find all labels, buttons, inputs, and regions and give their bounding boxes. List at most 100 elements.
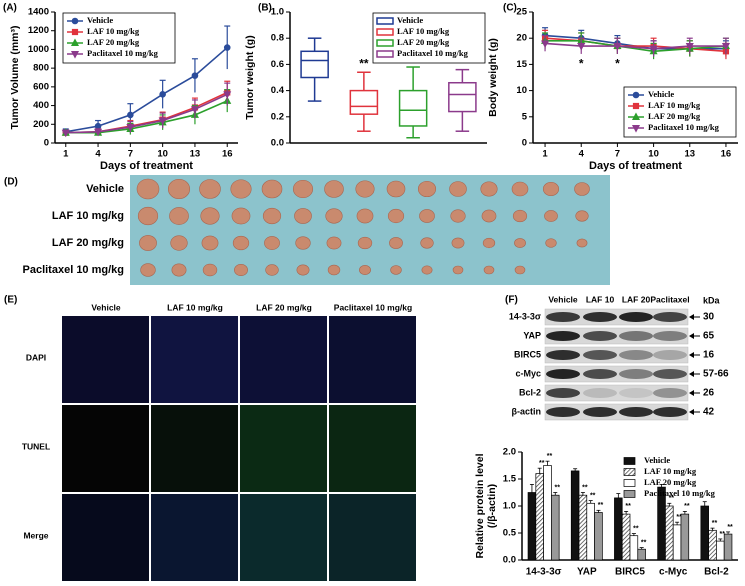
micrograph	[62, 316, 149, 403]
protein-label: β-actin	[512, 406, 542, 416]
legend-label: Vehicle	[397, 15, 423, 25]
tumor-image	[421, 265, 433, 275]
kda-label: 30	[703, 312, 715, 323]
bar	[629, 535, 639, 561]
arrow-head	[689, 390, 694, 396]
legend-swatch	[631, 125, 641, 133]
bar	[723, 533, 733, 561]
bar	[716, 540, 725, 561]
bar	[614, 497, 623, 561]
tumor-image	[514, 265, 526, 275]
y-tick-label: 1400	[28, 7, 49, 18]
kda-label: 26	[703, 388, 715, 399]
annotation: *	[615, 57, 620, 71]
legend-swatch	[631, 112, 641, 120]
tumor-image	[170, 235, 188, 251]
legend-swatch	[623, 479, 636, 487]
protein-label: c-Myc	[515, 368, 541, 378]
tumor-image	[357, 236, 373, 250]
tumor-image	[295, 236, 311, 250]
tumor-image	[234, 264, 248, 276]
legend-swatch	[71, 17, 79, 25]
micrograph	[329, 405, 416, 492]
legend-label: Paclitaxel 10 mg/kg	[87, 48, 159, 58]
blot-band	[653, 407, 687, 417]
legend-swatch	[623, 490, 636, 498]
marker	[94, 128, 103, 137]
y-tick-label: 0.2	[271, 111, 284, 122]
x-tick-label: 10	[157, 149, 168, 160]
bar	[708, 529, 717, 561]
marker	[190, 106, 199, 114]
kda-label: 65	[703, 331, 715, 342]
marker	[158, 117, 167, 126]
panel-label: (B)	[258, 3, 272, 14]
tumor-image	[355, 180, 375, 198]
y-tick-label: 0.8	[271, 33, 284, 44]
marker	[94, 122, 102, 130]
x-tick-label: 4	[579, 149, 585, 160]
marker	[541, 40, 550, 49]
legend-label: Vehicle	[644, 455, 670, 465]
annotation: **	[633, 525, 639, 532]
row-label: LAF 10 mg/kg	[52, 210, 124, 222]
tumor-image	[292, 179, 314, 199]
legend-swatch	[376, 39, 394, 47]
annotation: **	[641, 539, 647, 546]
tumor-image	[417, 180, 437, 198]
blot-band	[546, 331, 580, 341]
x-axis-label: Days of treatment	[589, 160, 682, 172]
legend-swatch	[623, 457, 636, 465]
bar	[657, 486, 666, 561]
micrograph	[151, 405, 238, 492]
row-label: Vehicle	[86, 183, 124, 195]
y-tick-label: 0	[44, 138, 49, 149]
annotation: **	[669, 495, 675, 502]
x-tick-label: 1	[542, 149, 548, 160]
unit-label: kDa	[703, 295, 721, 305]
marker	[126, 124, 135, 132]
tumor-image	[386, 180, 406, 198]
y-tick-label: 400	[33, 100, 49, 111]
legend-label: LAF 20 mg/kg	[644, 477, 697, 487]
tumor-image	[511, 181, 529, 197]
bar	[586, 502, 595, 561]
y-tick-label: 2.0	[503, 447, 516, 458]
x-tick-label: 13	[190, 149, 201, 160]
annotation: **	[359, 56, 369, 70]
y-tick-label: 15	[516, 59, 527, 70]
tumor-image	[261, 179, 283, 199]
tumor-image	[294, 208, 312, 224]
tumor-image	[389, 237, 403, 249]
tumor-image	[574, 182, 590, 196]
tumor-image	[296, 264, 310, 276]
marker	[159, 91, 166, 98]
tumor-image	[171, 263, 187, 277]
micrograph	[62, 494, 149, 581]
row-label: TUNEL	[22, 441, 50, 451]
annotation: **	[555, 484, 561, 491]
x-tick-label: 4	[95, 149, 101, 160]
legend-swatch	[71, 28, 79, 36]
panel-label: (A)	[3, 3, 17, 14]
y-tick-label: 0.4	[271, 85, 285, 96]
bar	[551, 494, 560, 561]
tumor-image	[419, 209, 435, 223]
blot-band	[546, 369, 580, 379]
tumor-image	[200, 207, 220, 225]
marker	[191, 72, 199, 79]
annotation: **	[590, 492, 596, 499]
annotation: **	[547, 453, 553, 460]
legend-swatch	[70, 51, 80, 59]
blot-band	[619, 388, 653, 398]
marker	[721, 43, 730, 51]
tumor-image	[449, 181, 467, 197]
box	[398, 89, 428, 127]
blot-band	[546, 350, 580, 360]
blot-band	[653, 312, 687, 322]
y-tick-label: 10	[516, 85, 527, 96]
micrograph	[329, 316, 416, 403]
tumor-image	[545, 238, 557, 248]
blot-band	[619, 407, 653, 417]
y-tick-label: 0.0	[503, 555, 516, 566]
